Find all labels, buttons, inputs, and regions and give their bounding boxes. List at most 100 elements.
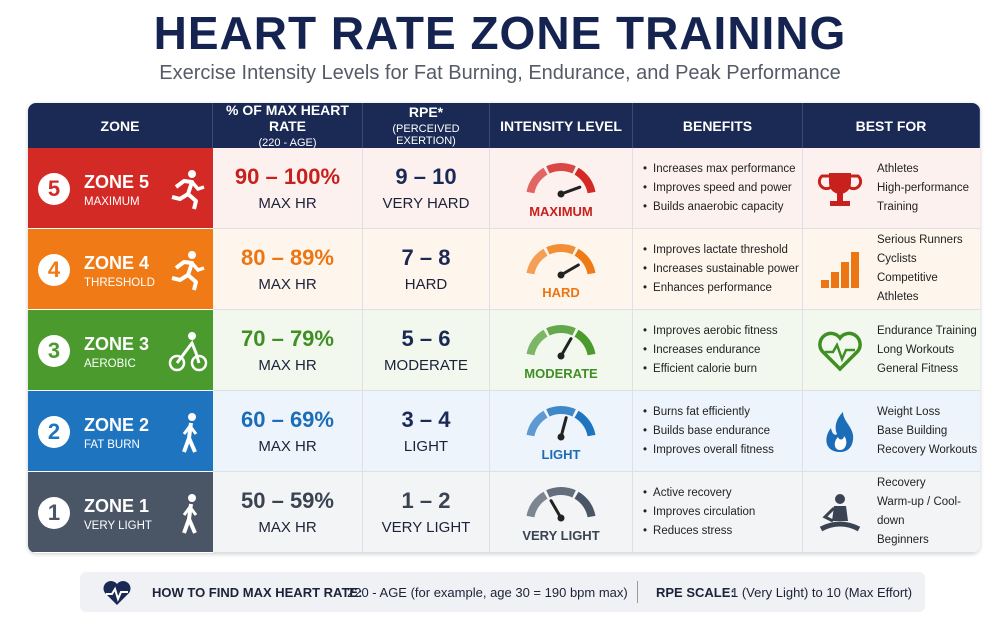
benefits-cell: • Improves aerobic fitness • Increases endu… [633,310,803,391]
best-for-icon [821,251,859,288]
header-title: BEST FOR [855,117,927,134]
benefit-item: • Builds base endurance [643,422,770,441]
benefit-item: • Improves aerobic fitness [643,322,778,341]
benefit-item: • Efficient calorie burn [643,360,757,379]
header-title: INTENSITY LEVEL [500,117,622,134]
intensity-label: VERY LIGHT [522,528,600,543]
zone-name: ZONE 4 [84,252,150,273]
hr-unit: MAX HR [258,519,317,536]
benefits-cell: • Active recovery • Improves circulation • Re… [633,472,803,553]
activity-icon [171,250,205,290]
bullet: • [643,200,648,213]
hr-cell: 50 – 59% MAX HR [213,472,363,553]
best-for-item: Endurance Training [877,324,977,337]
benefit-text: Improves lactate threshold [653,243,788,256]
hr-cell: 90 – 100% MAX HR [213,148,363,229]
best-for-cell: Endurance Training Long Workouts General F… [803,310,980,391]
benefit-text: Increases max performance [653,162,796,175]
subtitle: Exercise Intensity Levels for Fat Burnin… [159,62,841,84]
best-for-item: High-performance [877,181,970,194]
row-bg [213,472,980,553]
benefit-text: Reduces stress [653,524,733,537]
zone-number: 3 [38,334,70,367]
hr-unit: MAX HR [258,438,317,455]
intensity-cell: LIGHT [490,391,633,472]
zone-number: 5 [38,172,70,205]
benefit-item: • Active recovery [643,484,732,503]
best-for-item: Weight Loss [877,405,941,418]
bullet: • [643,405,648,418]
best-for-icon [817,172,863,206]
hr-range: 50 – 59% [241,488,334,513]
benefits-cell: • Improves lactate threshold • Increases su… [633,229,803,310]
footer-text: 220 - AGE (for example, age 30 = 190 bpm… [347,585,628,600]
bullet: • [643,162,648,175]
zone-cell: 2 ZONE 2 FAT BURN [28,391,213,472]
header-cell: ZONE [28,103,213,148]
benefit-text: Improves speed and power [653,181,792,194]
header-cell: BEST FOR [803,103,980,148]
bullet: • [643,281,648,294]
zone-cell: 1 ZONE 1 VERY LIGHT [28,472,213,553]
title: HEART RATE ZONE TRAINING [153,7,847,59]
best-for-item: Beginners [877,534,929,546]
benefit-item: • Improves overall fitness [643,441,774,460]
hr-range: 70 – 79% [241,326,334,351]
best-for-icon [826,411,854,452]
best-for-item: Base Building [877,424,948,437]
bullet: • [643,181,648,194]
zone-name: ZONE 2 [84,414,150,435]
divider [637,581,638,603]
benefit-item: • Improves circulation [643,503,755,522]
benefits-cell: • Increases max performance • Improves spee… [633,148,803,229]
benefit-text: Builds anaerobic capacity [653,200,784,213]
bullet: • [643,424,648,437]
hr-range: 80 – 89% [241,245,334,270]
header-title: BENEFITS [682,117,753,134]
best-for-item: Athletes [877,162,919,175]
hr-range: 90 – 100% [234,164,341,189]
benefit-item: • Improves lactate threshold [643,241,788,260]
activity-icon [182,493,198,534]
benefit-text: Efficient calorie burn [653,362,758,375]
gauge [526,163,596,198]
intensity-cell: VERY LIGHT [490,472,633,553]
header-sub: (220 - AGE) [258,137,317,149]
benefit-item: • Burns fat efficiently [643,403,750,422]
footer-label: HOW TO FIND MAX HEART RATE: [152,585,363,600]
rpe-cell: 9 – 10 VERY HARD [363,148,490,229]
zone-cell: 5 ZONE 5 MAXIMUM [28,148,213,229]
bullet: • [643,343,648,356]
zone-name: ZONE 5 [84,171,150,192]
activity-icon [171,169,205,209]
rpe-range: 1 – 2 [401,488,451,513]
header-sub: (PERCEIVED EXERTION) [392,123,460,147]
rpe-label: LIGHT [403,438,449,455]
gauge [526,487,596,522]
rpe-label: MODERATE [384,357,468,374]
hr-range: 60 – 69% [241,407,334,432]
header-cell: RPE* (PERCEIVED EXERTION) [363,103,490,148]
rpe-range: 5 – 6 [401,326,451,351]
best-for-item: Training [877,200,919,213]
zone-number: 4 [38,253,70,286]
best-for-item: Competitive Athletes [877,272,938,303]
best-for-item: General Fitness [877,362,959,375]
intensity-label: MODERATE [524,366,598,381]
rpe-range: 3 – 4 [401,407,451,432]
hr-cell: 70 – 79% MAX HR [213,310,363,391]
header-title: RPE* [408,104,444,120]
header-cell: INTENSITY LEVEL [490,103,633,148]
activity-icon [168,331,208,371]
bullet: • [643,262,648,275]
header-cell: % OF MAX HEART RATE (220 - AGE) [213,103,363,149]
header-cell: BENEFITS [633,103,803,148]
best-for-item: Recovery Workouts [877,443,978,456]
footer: HOW TO FIND MAX HEART RATE: 220 - AGE (f… [80,572,925,612]
header-title: % OF MAX HEART RATE [226,103,349,134]
benefit-item: • Enhances performance [643,279,772,298]
best-for-cell: Recovery Warm-up / Cool-down Beginners [803,472,980,553]
hr-unit: MAX HR [258,357,317,374]
zone-label: VERY LIGHT [84,519,152,532]
gauge [526,244,596,279]
